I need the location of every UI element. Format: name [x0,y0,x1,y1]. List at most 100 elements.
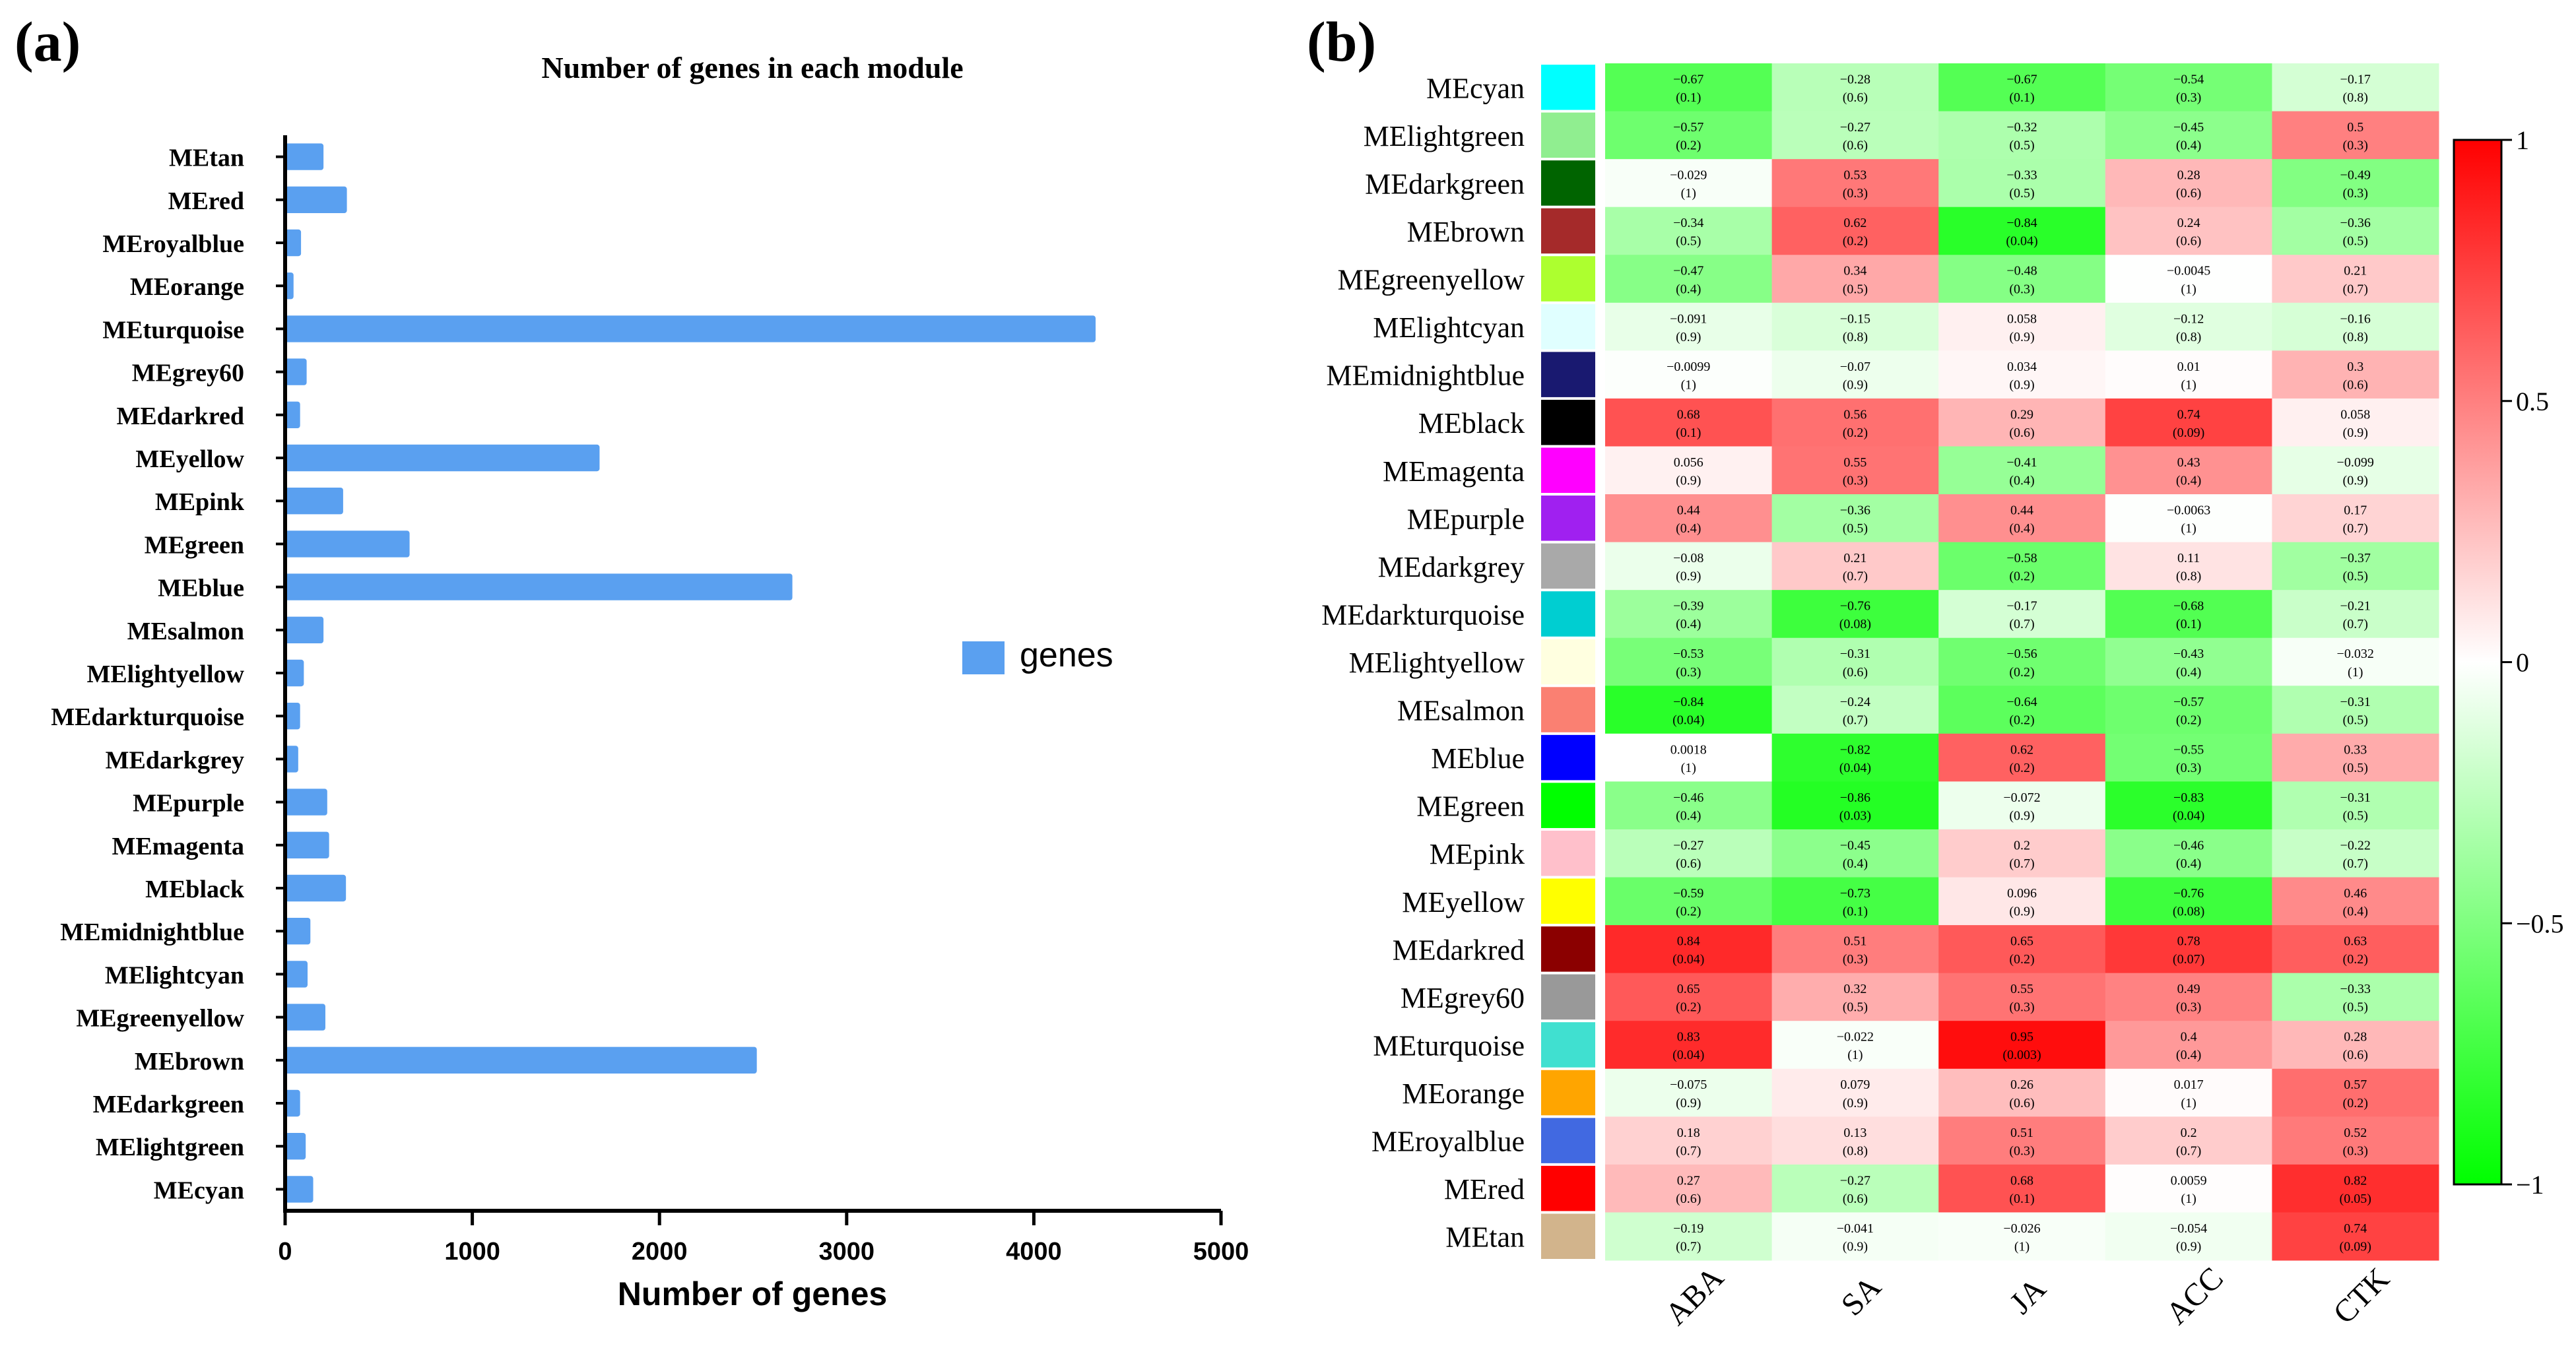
cell-megrey60-ja [1938,973,2106,1021]
colorbar-tick-label-3: −0.5 [2516,909,2564,938]
cell-value-mecyan-ja: −0.67 [2006,72,2037,86]
cell-value-meblack-sa: 0.56 [1843,407,1866,422]
cell-value-melightcyan-aba: −0.091 [1670,311,1707,326]
cell-value-meorange-ja: 0.26 [2010,1077,2033,1092]
cell-value-medarkgreen-sa: 0.53 [1843,168,1866,183]
cell-pvalue-meroyalblue-acc: (0.7) [2176,1143,2201,1158]
cell-value-mered-sa: −0.27 [1840,1173,1870,1188]
cell-pvalue-memidnightblue-aba: (1) [1681,377,1696,392]
cell-melightcyan-sa [1771,302,1939,351]
bar-marks-group [285,143,1096,1203]
cell-mecyan-ctk [2272,63,2439,112]
bar-mebrown [285,1046,757,1074]
cell-value-melightcyan-sa: −0.15 [1840,311,1870,326]
cell-meyellow-aba [1605,877,1773,926]
cell-value-meturquoise-sa: −0.022 [1837,1030,1874,1045]
cell-pvalue-melightyellow-ctk: (1) [2348,665,2363,680]
cell-melightyellow-ctk [2272,637,2439,686]
y-tick-label-megreen: MEgreen [145,531,244,559]
bar-medarkgreen [285,1089,300,1117]
cell-value-megreen-ja: −0.072 [2003,790,2040,805]
cell-value-medarkgrey-ja: −0.58 [2006,551,2037,565]
row-label-metan: MEtan [1445,1221,1525,1254]
cell-pvalue-meroyalblue-ja: (0.3) [2009,1143,2034,1158]
cell-memagenta-ja [1938,446,2106,495]
y-tick-label-memidnightblue: MEmidnightblue [60,918,244,946]
bar-megreenyellow [285,1004,325,1031]
swatch-megrey60 [1541,974,1595,1020]
cell-medarkgrey-acc [2105,542,2272,591]
cell-value-medarkred-acc: 0.78 [2177,934,2200,949]
cell-melightgreen-sa [1771,111,1939,160]
cell-value-melightgreen-aba: −0.57 [1673,120,1703,135]
cell-value-meorange-aba: −0.075 [1670,1077,1707,1092]
cell-memagenta-sa [1771,446,1939,495]
heatmap-colorbar: 1 0.5 0 −0.5 −1 [2453,125,2564,1200]
cell-value-meturquoise-aba: 0.83 [1677,1030,1700,1045]
x-tick-label-1000: 1000 [444,1238,500,1266]
cell-value-medarkgreen-ja: −0.33 [2006,168,2037,183]
cell-pvalue-melightyellow-acc: (0.4) [2176,665,2201,680]
cell-pvalue-mebrown-ctk: (0.5) [2343,234,2368,249]
cell-medarkgrey-aba [1605,542,1773,591]
cell-value-memagenta-acc: 0.43 [2177,455,2200,470]
cell-mepurple-ctk [2272,494,2439,543]
row-label-meturquoise: MEturquoise [1373,1029,1525,1062]
cell-pvalue-melightcyan-sa: (0.8) [1843,330,1868,344]
cell-pvalue-melightyellow-aba: (0.3) [1676,665,1701,680]
cell-value-mepink-ja: 0.2 [2014,838,2030,852]
cell-pvalue-mered-aba: (0.6) [1676,1192,1701,1206]
cell-value-meyellow-aba: −0.59 [1673,886,1703,901]
bar-y-axis: MEtan MEred MEroyalblue MEorange MEturquoise… [51,135,287,1212]
row-label-megrey60: MEgrey60 [1401,982,1525,1014]
cell-meturquoise-acc [2105,1021,2272,1070]
cell-value-mebrown-ctk: −0.36 [2340,216,2371,230]
cell-memagenta-acc [2105,446,2272,495]
cell-megreenyellow-acc [2105,255,2272,304]
colorbar-tick-label-2: 0 [2516,648,2529,678]
cell-value-meroyalblue-sa: 0.13 [1843,1126,1866,1140]
swatch-melightcyan [1541,304,1595,350]
row-label-mepink: MEpink [1430,838,1525,870]
swatch-mecyan [1541,65,1595,110]
cell-pvalue-meorange-ja: (0.6) [2009,1096,2034,1110]
cell-melightyellow-aba [1605,637,1773,686]
cell-value-metan-ctk: 0.74 [2344,1221,2367,1236]
panel-b-letter: (b) [1307,10,1376,73]
cell-mepink-aba [1605,829,1773,878]
row-label-mesalmon: MEsalmon [1397,695,1525,727]
cell-pvalue-megreen-acc: (0.04) [2173,808,2204,823]
cell-melightgreen-ja [1938,111,2106,160]
cell-medarkgreen-aba [1605,159,1773,208]
cell-pvalue-mesalmon-acc: (0.2) [2176,713,2201,727]
cell-pvalue-memagenta-aba: (0.9) [1676,474,1701,488]
cell-pvalue-medarkgreen-sa: (0.3) [1843,186,1868,201]
cell-pvalue-meyellow-ctk: (0.4) [2343,905,2368,919]
cell-pvalue-medarkgrey-ctk: (0.5) [2343,569,2368,584]
cell-megrey60-acc [2105,973,2272,1021]
cell-pvalue-megrey60-acc: (0.3) [2176,1000,2201,1015]
cell-value-mecyan-acc: −0.54 [2173,72,2204,86]
cell-value-medarkgreen-aba: −0.029 [1670,168,1707,183]
cell-pvalue-mesalmon-sa: (0.7) [1843,713,1868,727]
cell-value-medarkturquoise-sa: −0.76 [1840,599,1870,614]
heatmap-panel: MEcyan MElightgreen MEdarkgreen MEbrown MEgr… [1321,63,2564,1332]
cell-meyellow-ja [1938,877,2106,926]
cell-pvalue-meroyalblue-ctk: (0.3) [2343,1143,2368,1158]
cell-medarkturquoise-ja [1938,590,2106,639]
cell-mecyan-ja [1938,63,2106,112]
cell-value-memidnightblue-ctk: 0.3 [2347,360,2363,374]
cell-mebrown-ctk [2272,207,2439,255]
cell-value-mepink-aba: −0.27 [1673,838,1703,852]
cell-value-mesalmon-sa: −0.24 [1840,695,1870,709]
cell-pvalue-meturquoise-ctk: (0.6) [2343,1048,2368,1062]
y-tick-label-meorange: MEorange [130,273,244,301]
cell-pvalue-metan-ctk: (0.09) [2340,1239,2371,1254]
cell-pvalue-medarkgrey-aba: (0.9) [1676,569,1701,584]
cell-memagenta-ctk [2272,446,2439,495]
cell-pvalue-meblue-sa: (0.04) [1839,761,1871,775]
cell-meblack-sa [1771,398,1939,447]
cell-value-medarkgrey-ctk: −0.37 [2340,551,2371,565]
y-tick-label-mecyan: MEcyan [154,1176,244,1204]
